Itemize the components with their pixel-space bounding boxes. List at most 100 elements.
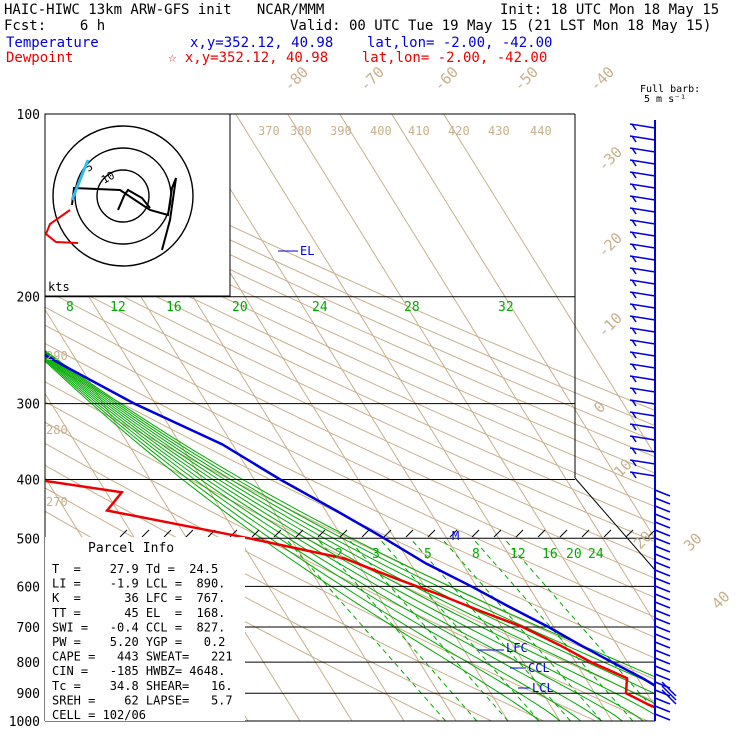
hodograph-ring	[52, 125, 194, 267]
parcel-info-row: CAPE = 443 SWEAT= 221	[52, 650, 233, 664]
dry-adiabat-line	[45, 135, 655, 411]
theta-label: 400	[370, 124, 392, 138]
wind-barb	[629, 255, 656, 261]
tropopause-hatch	[647, 529, 656, 538]
wind-barb	[631, 459, 637, 467]
wind-barb	[629, 147, 656, 153]
dry-adiabat-line	[45, 361, 655, 659]
mixing-ratio-label: 12	[510, 547, 526, 562]
theta-label: 270	[46, 495, 68, 509]
wind-barb	[631, 291, 637, 299]
parcel-info-row: Tc = 34.8 SHEAR= 16.	[52, 679, 233, 693]
wind-barb	[654, 593, 671, 601]
parcel-info-row: CIN = -185 HWBZ= 4648.	[52, 664, 225, 678]
moist-adiabat-label: 24	[312, 300, 328, 315]
temperature-legend-label: Temperature	[6, 35, 99, 51]
wind-barb	[654, 625, 671, 633]
annotation-lcl: LCL	[532, 681, 554, 695]
wind-barb	[631, 339, 637, 347]
moist-adiabat-label: 12	[110, 300, 126, 315]
temperature-axis-label: -10	[594, 309, 626, 341]
moist-adiabat-line	[45, 359, 561, 721]
theta-label: 280	[46, 423, 68, 437]
wind-barb	[654, 553, 671, 561]
wind-barb	[629, 135, 656, 141]
wind-barb	[631, 171, 637, 179]
dry-adiabat-line	[45, 289, 655, 579]
tropopause-hatch	[405, 529, 414, 538]
wind-barb	[631, 399, 637, 407]
wind-barb	[654, 657, 671, 665]
wind-barb	[631, 159, 637, 167]
wind-barb	[661, 689, 677, 705]
mixing-ratio-line	[316, 537, 478, 721]
mixing-ratio-label: 3	[372, 547, 380, 562]
theta-label: 370	[258, 124, 280, 138]
temperature-axis-label: -30	[594, 143, 626, 175]
tropopause-hatch	[185, 529, 194, 538]
wind-barb	[629, 171, 656, 177]
wind-barb	[631, 447, 637, 455]
isotherm-line	[235, 114, 613, 721]
wind-barb	[654, 665, 671, 673]
wind-barb	[631, 123, 637, 131]
temperature-axis-label: -80	[280, 63, 312, 95]
wind-barb	[629, 195, 656, 201]
wind-barb	[629, 219, 656, 225]
wind-barb	[661, 681, 677, 697]
wind-barb	[629, 435, 656, 441]
moist-adiabat-line	[45, 357, 582, 721]
wind-barb	[631, 183, 637, 191]
tropopause-hatch	[427, 529, 436, 538]
wind-barb	[654, 505, 671, 513]
dry-adiabat-line	[45, 272, 655, 561]
mixing-ratio-line	[378, 537, 540, 721]
hodograph-ring-label: 10	[99, 169, 117, 187]
wind-barb	[629, 363, 656, 369]
dry-adiabat-line	[45, 442, 596, 721]
parcel-info-row: SWI = -0.4 CCL = 827.	[52, 620, 225, 634]
tropopause-hatch	[383, 529, 392, 538]
temperature-axis-label: 0	[590, 398, 609, 417]
temperature-axis-label: 10	[610, 455, 636, 481]
wind-barb	[631, 255, 637, 263]
wind-barb	[629, 315, 656, 321]
wind-barb	[631, 411, 637, 419]
theta-label: 390	[330, 124, 352, 138]
wind-barb	[629, 207, 656, 213]
dry-adiabat-line	[45, 239, 655, 525]
dry-adiabat-line	[45, 192, 655, 474]
wind-barb	[631, 243, 637, 251]
tropopause-hatch	[361, 529, 370, 538]
parcel-info-box	[45, 537, 245, 721]
wind-barb	[629, 243, 656, 249]
wind-barb	[629, 339, 656, 345]
hodograph-ring	[96, 169, 150, 223]
mixing-ratio-label: 16	[542, 547, 558, 562]
mixing-ratio-line	[441, 537, 602, 721]
temperature-location: x,y=352.12, 40.98 lat,lon= -2.00, -42.00	[190, 35, 553, 51]
pressure-label: 600	[17, 580, 40, 595]
parcel-info-row: CELL = 102/06	[52, 708, 146, 722]
wind-barb	[629, 279, 656, 285]
hodograph-trace	[71, 177, 177, 251]
moist-adiabat-label: 8	[66, 300, 74, 315]
wind-barb	[654, 617, 671, 625]
temperature-profile-line	[45, 353, 655, 688]
tropopause-hatch	[317, 529, 326, 538]
dewpoint-profile-line	[45, 479, 655, 709]
wind-barb	[654, 561, 671, 569]
wind-barb	[654, 489, 671, 497]
dewpoint-location: ☆ x,y=352.12, 40.98 lat,lon= -2.00, -42.…	[168, 50, 548, 66]
wind-barb	[654, 569, 671, 577]
dry-adiabat-line	[45, 223, 655, 508]
wind-barb	[654, 577, 671, 585]
tropopause-hatch	[251, 529, 260, 538]
wind-barb	[631, 219, 637, 227]
wind-barb	[629, 183, 656, 189]
wind-barb	[631, 231, 637, 239]
isotherm-line	[339, 114, 655, 624]
moist-adiabat-line	[45, 353, 655, 716]
tropopause-hatch	[625, 529, 634, 538]
